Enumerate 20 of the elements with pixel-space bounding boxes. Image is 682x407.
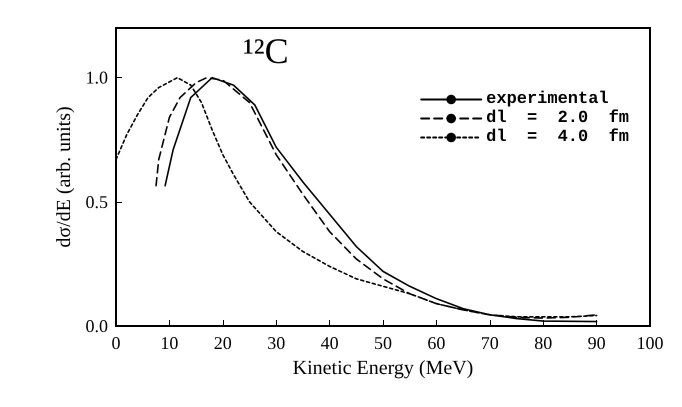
annotation: ¹²C (243, 31, 289, 71)
x-tick-label: 30 (267, 333, 286, 353)
y-tick-label: 1.0 (86, 68, 108, 88)
x-tick-label: 80 (534, 333, 552, 353)
legend-label: experimental (486, 90, 609, 109)
y-tick-label: 0.5 (86, 192, 108, 212)
legend-label: dl = 2.0 fm (486, 109, 630, 128)
x-tick-label: 90 (588, 333, 606, 353)
x-tick-label: 70 (480, 333, 499, 353)
x-tick-label: 60 (427, 333, 446, 353)
y-tick-label: 0.0 (86, 316, 108, 336)
x-tick-label: 50 (374, 333, 392, 353)
x-tick-label: 100 (636, 333, 664, 353)
x-tick-label: 10 (160, 333, 178, 353)
x-tick-label: 0 (112, 333, 120, 353)
x-tick-label: 20 (214, 333, 232, 353)
x-tick-label: 40 (320, 333, 339, 353)
y-axis-title: dσ/dE (arb. units) (53, 106, 75, 248)
legend-label: dl = 4.0 fm (486, 128, 630, 147)
x-axis-title: Kinetic Energy (MeV) (292, 357, 474, 379)
